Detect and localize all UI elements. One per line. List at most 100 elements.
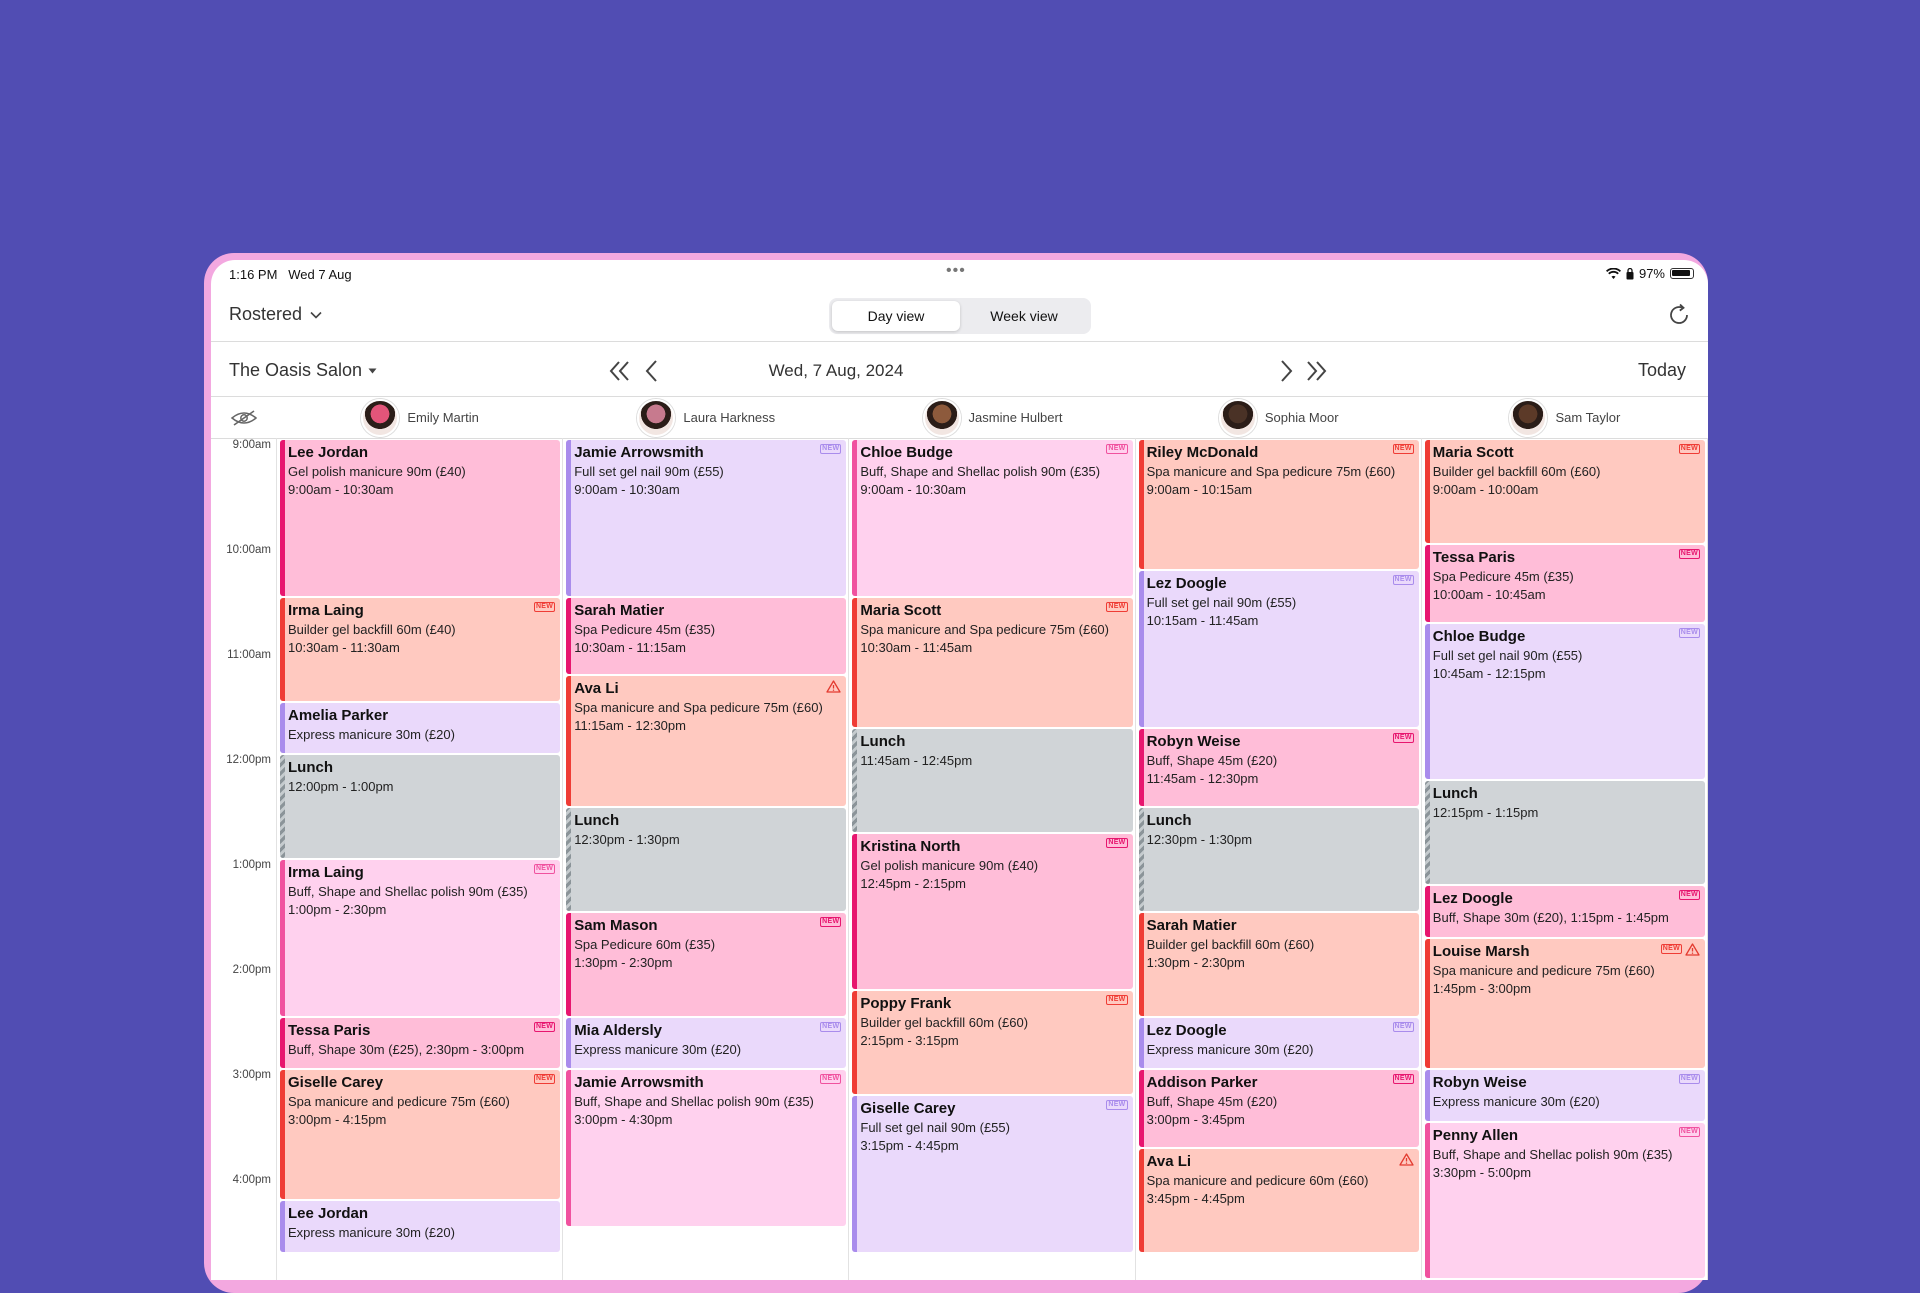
double-chevron-left-icon[interactable] <box>607 358 633 384</box>
appointment-card[interactable]: Irma Laing Builder gel backfill 60m (£40)… <box>280 597 561 701</box>
eye-slash-icon <box>230 409 258 426</box>
lunch-break[interactable]: Lunch 12:00pm - 1:00pm <box>280 755 561 858</box>
tab-day-view[interactable]: Day view <box>832 301 960 331</box>
staff-header[interactable]: Sam Taylor <box>1422 397 1708 438</box>
badges: NEW <box>533 1074 556 1084</box>
appointment-card[interactable]: Chloe Budge Full set gel nail 90m (£55) 10… <box>1424 623 1705 780</box>
appointment-card[interactable]: Maria Scott Builder gel backfill 60m (£60… <box>1424 440 1705 543</box>
chevron-left-icon[interactable] <box>643 358 661 384</box>
new-client-icon: NEW <box>1678 444 1700 454</box>
roster-filter-label: Rostered <box>229 304 303 324</box>
appointment-card[interactable]: Giselle Carey Spa manicure and pedicure 7… <box>280 1070 561 1200</box>
status-bar <box>566 1070 572 1226</box>
appointment-card[interactable]: Maria Scott Spa manicure and Spa pedicure… <box>852 597 1133 727</box>
status-bar <box>1138 807 1144 911</box>
appointment-card[interactable]: Lez Doogle Buff, Shape 30m (£20), 1:15pm … <box>1424 886 1705 937</box>
new-client-icon: NEW <box>533 864 556 874</box>
appointment-card[interactable]: Louise Marsh Spa manicure and pedicure 75… <box>1424 938 1705 1068</box>
appointment-card[interactable]: Sarah Matier Spa Pedicure 45m (£35) 10:30a… <box>566 597 847 675</box>
double-chevron-right-icon[interactable] <box>1303 358 1329 384</box>
appointment-card[interactable]: Riley McDonald Spa manicure and Spa pedic… <box>1138 440 1419 570</box>
appointment-card[interactable]: Lez Doogle Express manicure 30m (£20) NEW <box>1138 1017 1419 1068</box>
time-label: 4:00pm <box>232 1174 271 1186</box>
service-details: Full set gel nail 90m (£55) <box>574 464 724 479</box>
service-details: Spa manicure and Spa pedicure 75m (£60) <box>574 700 823 716</box>
time-label: 12:00pm <box>226 754 271 766</box>
appointment-time: 1:30pm - 2:30pm <box>1146 954 1245 970</box>
new-client-icon: NEW <box>1106 601 1128 612</box>
chevron-right-icon[interactable] <box>1277 358 1295 384</box>
salon-selector[interactable]: The Oasis Salon <box>229 360 377 381</box>
lunch-break[interactable]: Lunch 12:30pm - 1:30pm <box>1138 807 1419 911</box>
service-details: Express manicure 30m (£20) <box>288 1225 455 1241</box>
appointment-time: 9:00am - 10:30am <box>860 482 966 497</box>
appointment-card[interactable]: Jamie Arrowsmith Full set gel nail 90m (£… <box>566 440 847 596</box>
caret-down-icon <box>368 368 377 373</box>
appointment-card[interactable]: Lez Doogle Full set gel nail 90m (£55) 10:… <box>1138 571 1419 727</box>
status-bar <box>280 755 285 858</box>
appointment-card[interactable]: Lee Jordan Gel polish manicure 90m (£40) 9… <box>280 440 561 596</box>
appointment-card[interactable]: Sarah Matier Builder gel backfill 60m (£6… <box>1138 912 1419 1016</box>
multitask-dots[interactable]: ••• <box>946 262 966 279</box>
appointment-card[interactable]: Mia Aldersly Express manicure 30m (£20) NE… <box>566 1017 847 1068</box>
client-name: Mia Aldersly <box>574 1021 662 1039</box>
service-details: Gel polish manicure 90m (£40) <box>288 464 466 479</box>
appointment-card[interactable]: Ava Li Spa manicure and pedicure 60m (£60… <box>1138 1148 1419 1252</box>
app-screen: 1:16 PM Wed 7 Aug ••• 97% Rostered Day v… <box>211 260 1708 1280</box>
appointment-card[interactable]: Poppy Frank Builder gel backfill 60m (£60… <box>852 991 1133 1095</box>
appointment-time: 1:00pm - 2:30pm <box>288 902 387 917</box>
appointment-time: 3:15pm - 4:45pm <box>860 1138 959 1154</box>
service-details: Gel polish manicure 90m (£40) <box>860 857 1039 873</box>
service-details: Buff, Shape and Shellac polish 90m (£35) <box>1432 1146 1673 1162</box>
status-bar <box>566 597 572 675</box>
status-bar <box>566 1017 572 1068</box>
appointment-card[interactable]: Irma Laing Buff, Shape and Shellac polish… <box>280 860 561 1016</box>
appointment-card[interactable]: Ava Li Spa manicure and Spa pedicure 75m … <box>566 676 847 806</box>
staff-header[interactable]: Jasmine Hulbert <box>849 397 1135 438</box>
staff-header[interactable]: Sophia Moor <box>1136 397 1422 438</box>
status-time: 1:16 PM <box>229 267 278 282</box>
client-name: Ava Li <box>574 680 619 698</box>
appointment-card[interactable]: Penny Allen Buff, Shape and Shellac polis… <box>1424 1122 1705 1278</box>
appointment-card[interactable]: Amelia Parker Express manicure 30m (£20) <box>280 702 561 753</box>
time-label: 3:00pm <box>232 1069 271 1081</box>
today-button[interactable]: Today <box>1637 360 1686 380</box>
staff-name: Sam Taylor <box>1555 410 1621 425</box>
service-details: Buff, Shape 30m (£25), 2:30pm - 3:00pm <box>288 1041 525 1057</box>
lunch-break[interactable]: Lunch 12:15pm - 1:15pm <box>1424 781 1705 885</box>
lunch-break[interactable]: Lunch 11:45am - 12:45pm <box>852 728 1133 832</box>
roster-filter-dropdown[interactable]: Rostered <box>229 304 322 325</box>
status-bar <box>1138 912 1144 1016</box>
appointment-card[interactable]: Robyn Weise Buff, Shape 45m (£20) 11:45am … <box>1138 728 1419 806</box>
nav-divider <box>211 396 1708 397</box>
service-details: Express manicure 30m (£20) <box>288 726 455 742</box>
appointment-time: 9:00am - 10:15am <box>1146 482 1253 497</box>
appointment-card[interactable]: Lee Jordan Express manicure 30m (£20) <box>280 1201 561 1252</box>
appointment-card[interactable]: Addison Parker Buff, Shape 45m (£20) 3:00p… <box>1138 1070 1419 1147</box>
appointment-card[interactable]: Giselle Carey Full set gel nail 90m (£55)… <box>852 1096 1133 1252</box>
client-name: Lee Jordan <box>288 444 369 461</box>
refresh-icon[interactable] <box>1666 302 1692 328</box>
appointment-card[interactable]: Robyn Weise Express manicure 30m (£20) NEW <box>1424 1070 1705 1121</box>
service-details: 12:00pm - 1:00pm <box>288 779 394 794</box>
time-label: 11:00am <box>227 649 271 661</box>
new-client-icon: NEW <box>820 1021 842 1032</box>
appointment-card[interactable]: Tessa Paris Spa Pedicure 45m (£35) 10:00am… <box>1424 545 1705 622</box>
charging-lock-icon <box>1626 267 1634 279</box>
badges: NEW <box>820 1074 842 1084</box>
new-client-icon: NEW <box>820 1074 842 1084</box>
hide-staff-toggle[interactable] <box>211 397 277 438</box>
appointment-card[interactable]: Kristina North Gel polish manicure 90m (£… <box>852 833 1133 990</box>
appointment-card[interactable]: Sam Mason Spa Pedicure 60m (£35) 1:30pm - … <box>566 912 847 1016</box>
staff-header[interactable]: Laura Harkness <box>563 397 849 438</box>
staff-header[interactable]: Emily Martin <box>277 397 563 438</box>
appointment-card[interactable]: Jamie Arrowsmith Buff, Shape and Shellac … <box>566 1070 847 1226</box>
status-bar <box>1424 781 1430 885</box>
client-name: Lunch <box>288 759 333 776</box>
badges: NEW <box>533 864 556 874</box>
tab-week-view[interactable]: Week view <box>990 308 1058 324</box>
service-details: Builder gel backfill 60m (£60) <box>1432 464 1601 479</box>
lunch-break[interactable]: Lunch 12:30pm - 1:30pm <box>566 807 847 911</box>
appointment-card[interactable]: Tessa Paris Buff, Shape 30m (£25), 2:30pm… <box>280 1017 561 1068</box>
appointment-card[interactable]: Chloe Budge Buff, Shape and Shellac polis… <box>852 440 1133 596</box>
